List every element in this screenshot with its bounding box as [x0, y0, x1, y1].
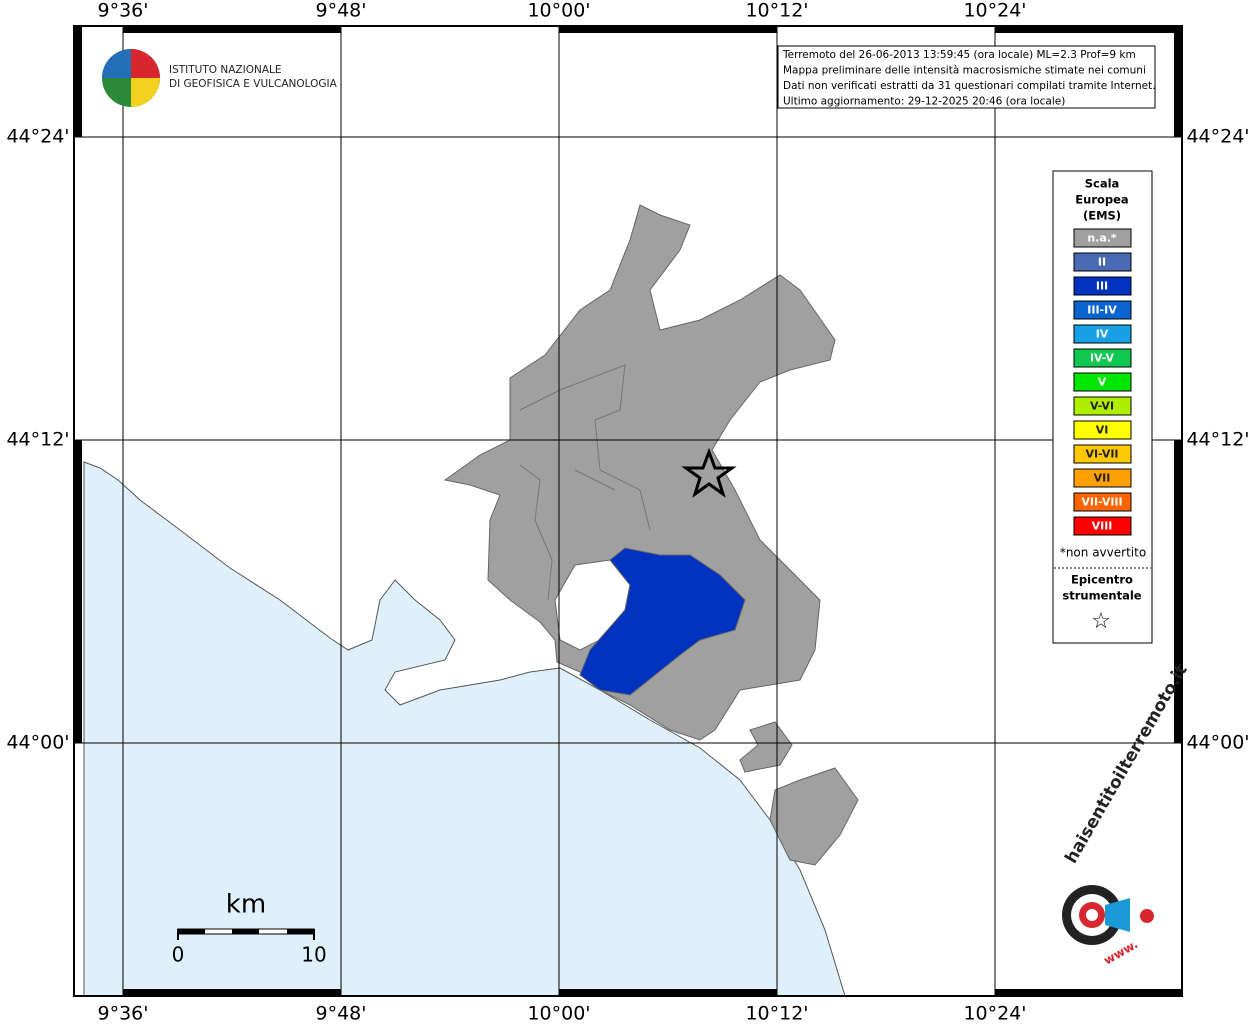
- legend-swatch: [1073, 252, 1132, 272]
- border-bar: [123, 989, 341, 996]
- legend-title: Europea: [1075, 193, 1128, 207]
- legend-swatch: [1073, 396, 1132, 416]
- border-bar: [1174, 26, 1182, 137]
- legend-swatch: [1073, 324, 1132, 344]
- border-bar: [1174, 440, 1182, 743]
- boundary: [519, 364, 651, 601]
- municipality: [579, 547, 746, 696]
- legend-epicenter: Epicentro: [1071, 573, 1133, 587]
- legend-title: Scala: [1085, 177, 1120, 191]
- border-bar: [995, 26, 1182, 33]
- lat-label: 44°00': [1186, 732, 1249, 754]
- logo-text: DI GEOFISICA E VULCANOLOGIA: [169, 78, 338, 90]
- legend-swatch: [1073, 276, 1132, 296]
- lon-label: 10°24': [963, 1003, 1026, 1024]
- legend-label: n.a.*: [1087, 232, 1117, 245]
- legend-note: *non avvertito: [1060, 546, 1146, 560]
- scale-label: 10: [301, 943, 326, 967]
- legend-label: VIII: [1092, 520, 1113, 533]
- epicenter-star: [681, 447, 737, 498]
- scale-label: 0: [172, 943, 185, 967]
- lat-label: 44°12': [6, 429, 69, 451]
- legend-label: VI-VII: [1085, 448, 1118, 461]
- legend-label: V-VI: [1090, 400, 1114, 413]
- legend-swatch: [1073, 516, 1132, 536]
- legend-label: IV: [1096, 328, 1109, 341]
- border-bar: [559, 989, 777, 996]
- lon-label: 9°48': [316, 0, 367, 22]
- info-line: Mappa preliminare delle intensità macros…: [783, 65, 1146, 77]
- lon-label: 10°12': [745, 0, 808, 22]
- legend-epicenter: strumentale: [1062, 589, 1141, 603]
- legend-swatch: [1073, 372, 1132, 392]
- ingv-logo: ISTITUTO NAZIONALE DI GEOFISICA E VULCAN…: [102, 49, 338, 107]
- legend-label: III: [1096, 280, 1108, 293]
- legend-swatch: [1073, 492, 1132, 512]
- legend-label: IV-V: [1090, 352, 1115, 365]
- border-bar: [559, 26, 777, 33]
- legend-label: VI: [1096, 424, 1109, 437]
- border-bar: [123, 26, 341, 33]
- lon-label: 10°00': [527, 1003, 590, 1024]
- lat-label: 44°12': [1186, 429, 1249, 451]
- lon-label: 9°36': [98, 0, 149, 22]
- scale-bar: km 0 10: [172, 890, 327, 967]
- lat-label: 44°24': [1186, 126, 1249, 148]
- legend-swatch: [1073, 420, 1132, 440]
- legend-swatch: [1073, 444, 1132, 464]
- legend-swatch: [1073, 348, 1132, 368]
- lon-label: 10°00': [527, 0, 590, 22]
- legend-label: III-IV: [1087, 304, 1117, 317]
- lon-label: 9°48': [316, 1003, 367, 1024]
- municipality: [739, 721, 793, 773]
- lat-label: 44°24': [6, 126, 69, 148]
- legend-swatch: [1073, 228, 1132, 248]
- lon-label: 10°24': [963, 0, 1026, 22]
- info-box: [777, 45, 1156, 109]
- legend-label: VII-VIII: [1081, 496, 1122, 509]
- legend-swatch: [1073, 300, 1132, 320]
- legend-star: ☆: [1091, 609, 1111, 634]
- legend-label: VII: [1094, 472, 1111, 485]
- info-line: Ultimo aggiornamento: 29-12-2025 20:46 (…: [783, 96, 1065, 108]
- border-bar: [995, 989, 1182, 996]
- border-bar: [74, 440, 82, 743]
- info-line: Terremoto del 26-06-2013 13:59:45 (ora l…: [782, 49, 1136, 61]
- lat-label: 44°00': [6, 732, 69, 754]
- legend-swatch: [1073, 468, 1132, 488]
- logo-text: ISTITUTO NAZIONALE: [169, 64, 282, 76]
- border-bar: [74, 26, 82, 137]
- legend-title: (EMS): [1083, 209, 1121, 223]
- lon-label: 9°36': [98, 1003, 149, 1024]
- info-line: Dati non verificati estratti da 31 quest…: [783, 80, 1156, 92]
- scale-unit: km: [226, 890, 266, 920]
- lon-label: 10°12': [745, 1003, 808, 1024]
- sea: [83, 461, 846, 997]
- legend-label: II: [1098, 256, 1106, 269]
- legend-label: V: [1098, 376, 1107, 389]
